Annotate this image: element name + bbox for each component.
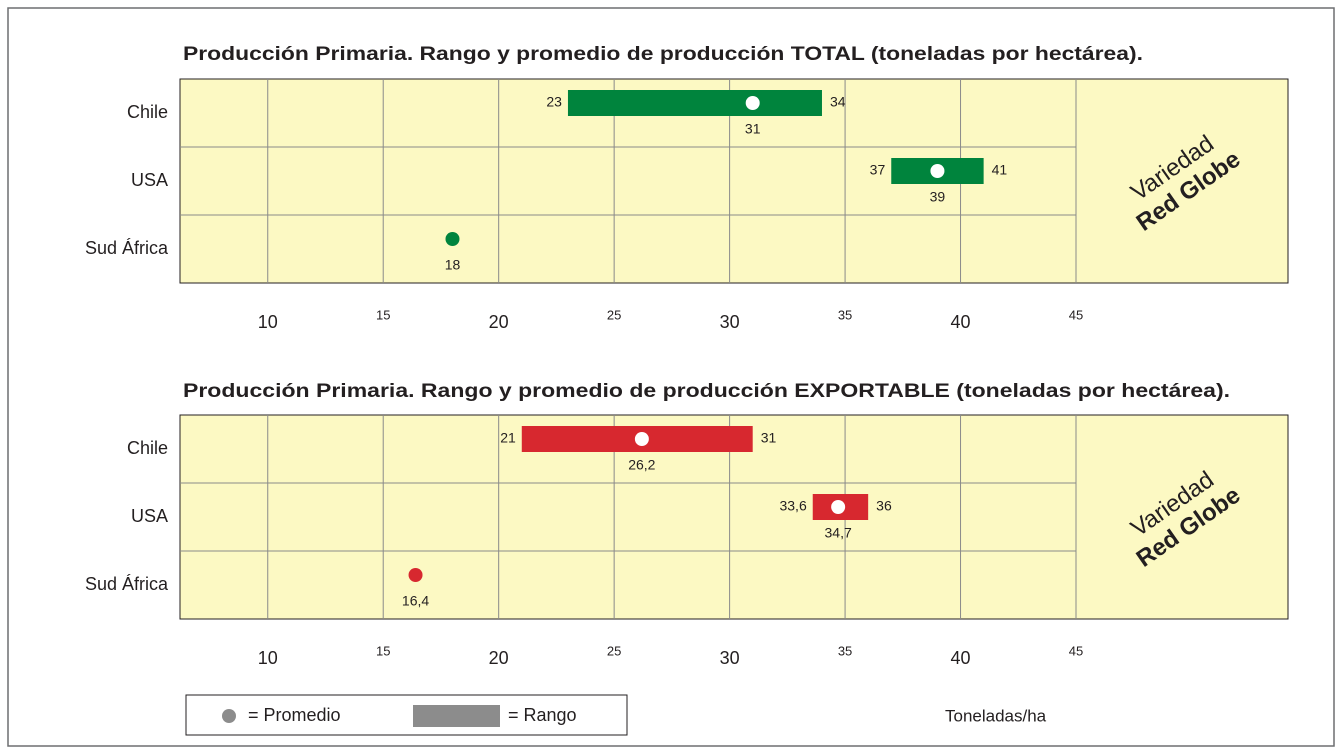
y-tick-label: USA	[131, 170, 168, 190]
x-tick-label: 15	[376, 307, 390, 322]
x-tick-label: 10	[258, 312, 278, 332]
x-axis-label: Toneladas/ha	[945, 706, 1047, 725]
mean-dot	[445, 232, 460, 246]
x-tick-label: 45	[1069, 643, 1083, 658]
max-label: 36	[876, 498, 892, 514]
x-tick-label: 40	[951, 648, 971, 668]
y-tick-label: Sud África	[85, 574, 169, 594]
x-tick-label: 35	[838, 643, 852, 658]
min-label: 33,6	[779, 498, 806, 514]
y-tick-label: USA	[131, 506, 168, 526]
y-tick-label: Chile	[127, 438, 168, 458]
legend-range-swatch	[413, 705, 500, 727]
max-label: 41	[992, 162, 1008, 178]
mean-dot	[745, 96, 760, 110]
x-tick-label: 25	[607, 307, 621, 322]
x-tick-label: 20	[489, 312, 509, 332]
range-bar	[567, 90, 822, 116]
mean-dot	[634, 432, 649, 446]
y-tick-label: Chile	[127, 102, 168, 122]
x-tick-label: 30	[720, 648, 740, 668]
x-tick-label: 30	[720, 312, 740, 332]
min-label: 21	[500, 430, 516, 446]
legend-mean-label: = Promedio	[248, 705, 341, 725]
mean-label: 18	[445, 257, 461, 273]
max-label: 31	[761, 430, 777, 446]
mean-dot	[930, 164, 945, 178]
x-tick-label: 40	[951, 312, 971, 332]
x-tick-label: 15	[376, 643, 390, 658]
mean-dot	[831, 500, 846, 514]
chart-title: Producción Primaria. Rango y promedio de…	[183, 381, 1230, 402]
max-label: 34	[830, 94, 846, 110]
x-tick-label: 25	[607, 643, 621, 658]
mean-label: 31	[745, 121, 761, 137]
mean-dot	[408, 568, 423, 582]
x-tick-label: 45	[1069, 307, 1083, 322]
chart-title: Producción Primaria. Rango y promedio de…	[183, 44, 1143, 65]
mean-label: 39	[930, 189, 946, 205]
mean-label: 26,2	[628, 457, 655, 473]
min-label: 23	[546, 94, 562, 110]
legend-box	[185, 694, 628, 736]
legend-range-label: = Rango	[508, 705, 577, 725]
legend-mean-swatch	[222, 709, 236, 723]
x-tick-label: 10	[258, 648, 278, 668]
min-label: 37	[870, 162, 886, 178]
mean-label: 16,4	[402, 593, 429, 609]
mean-label: 34,7	[825, 525, 852, 541]
x-tick-label: 35	[838, 307, 852, 322]
y-tick-label: Sud África	[85, 238, 169, 258]
x-tick-label: 20	[489, 648, 509, 668]
